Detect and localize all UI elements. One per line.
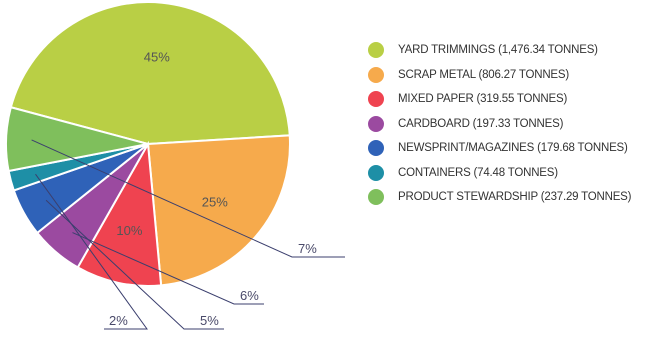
legend-swatch — [368, 42, 384, 59]
callout-line — [72, 232, 264, 305]
slice-percent-label: 25% — [202, 194, 228, 209]
legend-swatch — [368, 66, 384, 83]
slice-percent-label: 5% — [200, 313, 219, 328]
pie-slice — [9, 1, 291, 146]
legend-label: PRODUCT STEWARDSHIP (237.29 TONNES) — [398, 191, 632, 204]
legend-item: YARD TRIMMINGS (1,476.34 TONNES) — [368, 38, 631, 63]
slice-percent-label: 6% — [240, 288, 259, 303]
legend-label: NEWSPRINT/MAGAZINES (179.68 TONNES) — [398, 142, 628, 155]
slice-percent-label: 7% — [298, 241, 317, 256]
legend-swatch — [368, 115, 384, 132]
pie-slice — [146, 134, 291, 287]
callout-line — [45, 199, 224, 330]
chart-legend: YARD TRIMMINGS (1,476.34 TONNES) SCRAP ME… — [368, 38, 631, 210]
legend-item: SCRAP METAL (806.27 TONNES) — [368, 63, 631, 88]
legend-swatch — [368, 164, 384, 181]
legend-item: CONTAINERS (74.48 TONNES) — [368, 161, 631, 186]
slice-percent-label: 45% — [144, 49, 170, 64]
legend-label: SCRAP METAL (806.27 TONNES) — [398, 68, 569, 81]
legend-swatch — [368, 189, 384, 206]
legend-label: CARDBOARD (197.33 TONNES) — [398, 117, 564, 130]
pie-slice — [76, 140, 163, 287]
slice-percent-label: 10% — [116, 223, 142, 238]
legend-item: MIXED PAPER (319.55 TONNES) — [368, 87, 631, 112]
legend-item: CARDBOARD (197.33 TONNES) — [368, 112, 631, 137]
legend-label: YARD TRIMMINGS (1,476.34 TONNES) — [398, 44, 598, 57]
pie-slice — [5, 106, 149, 173]
legend-item: NEWSPRINT/MAGAZINES (179.68 TONNES) — [368, 136, 631, 161]
callout-line — [35, 173, 148, 330]
slice-percent-label: 2% — [109, 313, 128, 328]
legend-swatch — [368, 91, 384, 108]
callout-line — [31, 139, 345, 258]
legend-label: CONTAINERS (74.48 TONNES) — [398, 166, 558, 179]
legend-item: PRODUCT STEWARDSHIP (237.29 TONNES) — [368, 185, 631, 210]
legend-label: MIXED PAPER (319.55 TONNES) — [398, 93, 568, 106]
legend-swatch — [368, 140, 384, 157]
